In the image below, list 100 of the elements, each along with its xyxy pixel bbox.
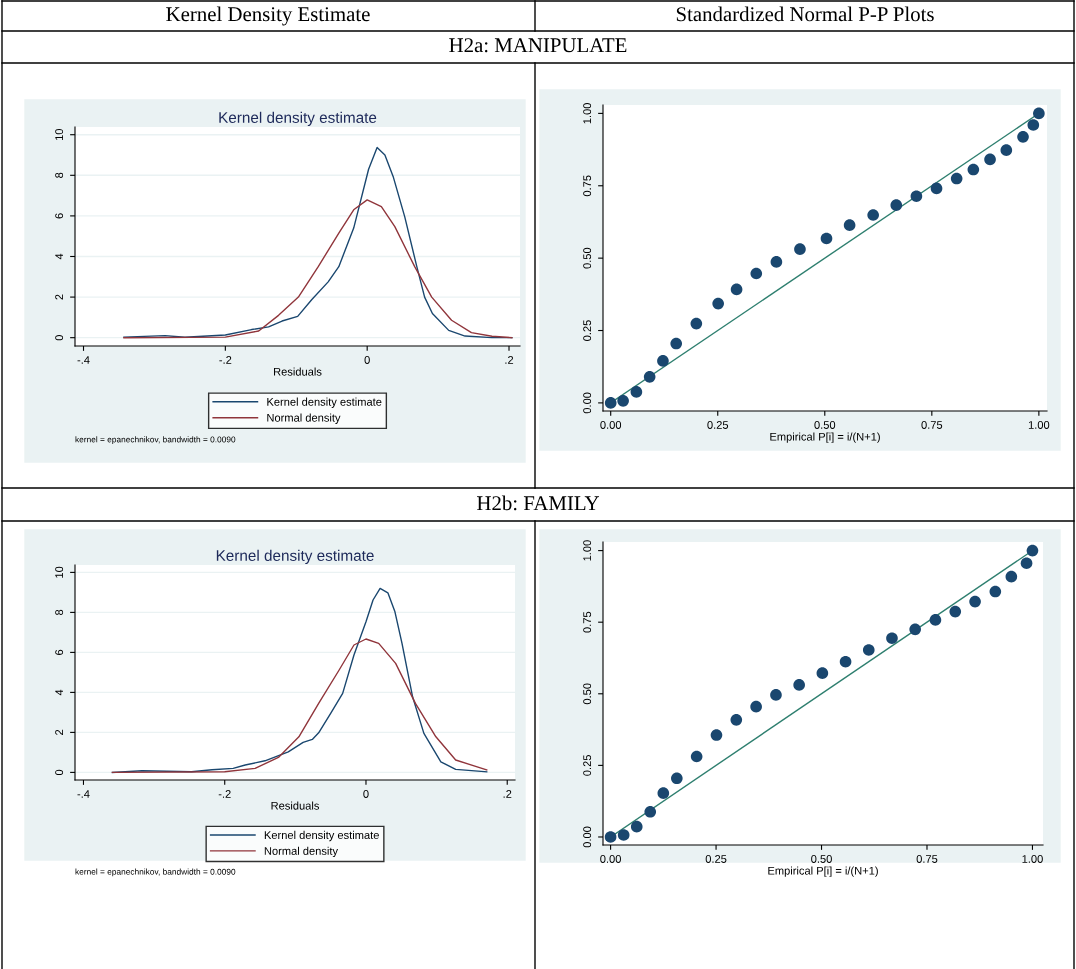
point	[839, 655, 852, 668]
x-axis-title: Empirical P[i] = i/(N+1)	[770, 432, 880, 443]
y-tick-label: 8	[55, 609, 64, 616]
point	[794, 243, 806, 255]
point	[949, 605, 962, 618]
point	[710, 729, 723, 741]
point	[1005, 570, 1018, 583]
point	[617, 395, 629, 407]
y-tick-label: 0.25	[583, 755, 592, 776]
point	[690, 750, 703, 763]
x-tick-label: 0	[364, 356, 370, 364]
point	[644, 805, 657, 818]
point	[604, 831, 617, 843]
point	[886, 632, 898, 645]
y-tick-label: 10	[55, 566, 64, 578]
point	[820, 232, 833, 245]
chart-title: Kernel density estimate	[219, 111, 377, 126]
point	[1027, 119, 1040, 131]
point	[910, 190, 923, 202]
point	[890, 199, 903, 211]
x-tick-label: .2	[503, 790, 512, 798]
point	[1017, 131, 1029, 143]
x-tick-label: 0.75	[916, 855, 938, 863]
y-tick-label: 0.00	[583, 826, 592, 848]
x-tick-label: 0.75	[921, 421, 943, 429]
point	[816, 667, 829, 679]
x-tick-label: 0.25	[705, 855, 727, 863]
point	[843, 219, 856, 231]
x-tick-label: 0.00	[600, 421, 622, 429]
x-axis-title: Empirical P[i] = i/(N+1)	[768, 866, 878, 877]
point	[630, 386, 643, 398]
text: kernel = epanechnikov, bandwidth = 0.0090	[75, 436, 236, 445]
point	[1000, 144, 1013, 156]
x-tick-label: 0	[363, 790, 369, 798]
point	[643, 371, 656, 383]
point	[690, 317, 703, 330]
text: Kernel Density Estimate	[166, 6, 370, 26]
line-series	[123, 199, 513, 339]
text: H2a: MANIPULATE	[449, 38, 627, 53]
point	[1020, 557, 1033, 569]
x-tick-label: 1.00	[1022, 855, 1043, 863]
x-axis-title: Residuals	[274, 367, 322, 376]
text: H2b: FAMILY	[477, 495, 600, 511]
point	[770, 689, 782, 701]
y-tick-label: 6	[55, 649, 64, 655]
x-tick-label: 0.50	[814, 421, 836, 429]
point	[1033, 107, 1045, 120]
point	[750, 267, 763, 280]
point	[657, 355, 669, 367]
point	[967, 163, 980, 176]
point	[730, 283, 743, 296]
point	[989, 585, 1002, 598]
point	[617, 829, 630, 841]
legend-label: Kernel density estimate	[264, 830, 379, 842]
legend-label: Normal density	[267, 413, 341, 424]
point	[930, 182, 943, 195]
point	[929, 614, 942, 626]
point	[750, 700, 762, 713]
x-axis-title: Residuals	[271, 801, 319, 810]
point	[909, 623, 921, 636]
legend-label: Normal density	[264, 846, 338, 858]
point	[630, 820, 643, 833]
point	[604, 397, 617, 409]
y-tick-label: 0.75	[583, 611, 592, 633]
y-tick-label: 0.25	[583, 320, 592, 341]
point	[969, 595, 981, 608]
x-tick-label: 0.25	[707, 421, 729, 429]
y-tick-label: 0	[55, 335, 64, 341]
x-tick-label: 0.00	[600, 855, 621, 863]
x-tick-label: -.2	[218, 790, 231, 798]
y-tick-label: 4	[55, 253, 63, 260]
y-tick-label: 2	[55, 729, 63, 735]
x-tick-label: 0.50	[811, 855, 832, 863]
point	[671, 772, 683, 785]
x-tick-label: -.4	[77, 790, 90, 798]
y-tick-label: 1.00	[583, 540, 592, 561]
text: Standardized Normal P-P Plots	[676, 6, 934, 22]
legend-label: Kernel density estimate	[267, 397, 382, 408]
y-tick-label: 0	[55, 769, 64, 776]
point	[657, 787, 670, 799]
chart-title: Kernel density estimate	[216, 549, 374, 564]
y-tick-label: 8	[55, 172, 64, 178]
line-series	[111, 638, 488, 774]
y-tick-label: 0.00	[583, 392, 592, 414]
point	[712, 297, 724, 310]
point	[867, 209, 879, 221]
y-tick-label: 0.75	[583, 175, 592, 197]
y-tick-label: 0.50	[583, 683, 592, 705]
y-tick-label: 4	[55, 689, 63, 696]
y-tick-label: 1.00	[583, 103, 592, 124]
text: kernel = epanechnikov, bandwidth = 0.0090	[75, 868, 236, 877]
x-tick-label: .2	[505, 356, 514, 364]
x-tick-label: 1.00	[1028, 421, 1050, 429]
point	[670, 337, 683, 350]
x-tick-label: -.4	[77, 356, 90, 364]
point	[984, 153, 996, 166]
y-tick-label: 10	[55, 128, 64, 141]
point	[950, 172, 963, 185]
point	[793, 679, 805, 691]
x-tick-label: -.2	[219, 356, 232, 364]
